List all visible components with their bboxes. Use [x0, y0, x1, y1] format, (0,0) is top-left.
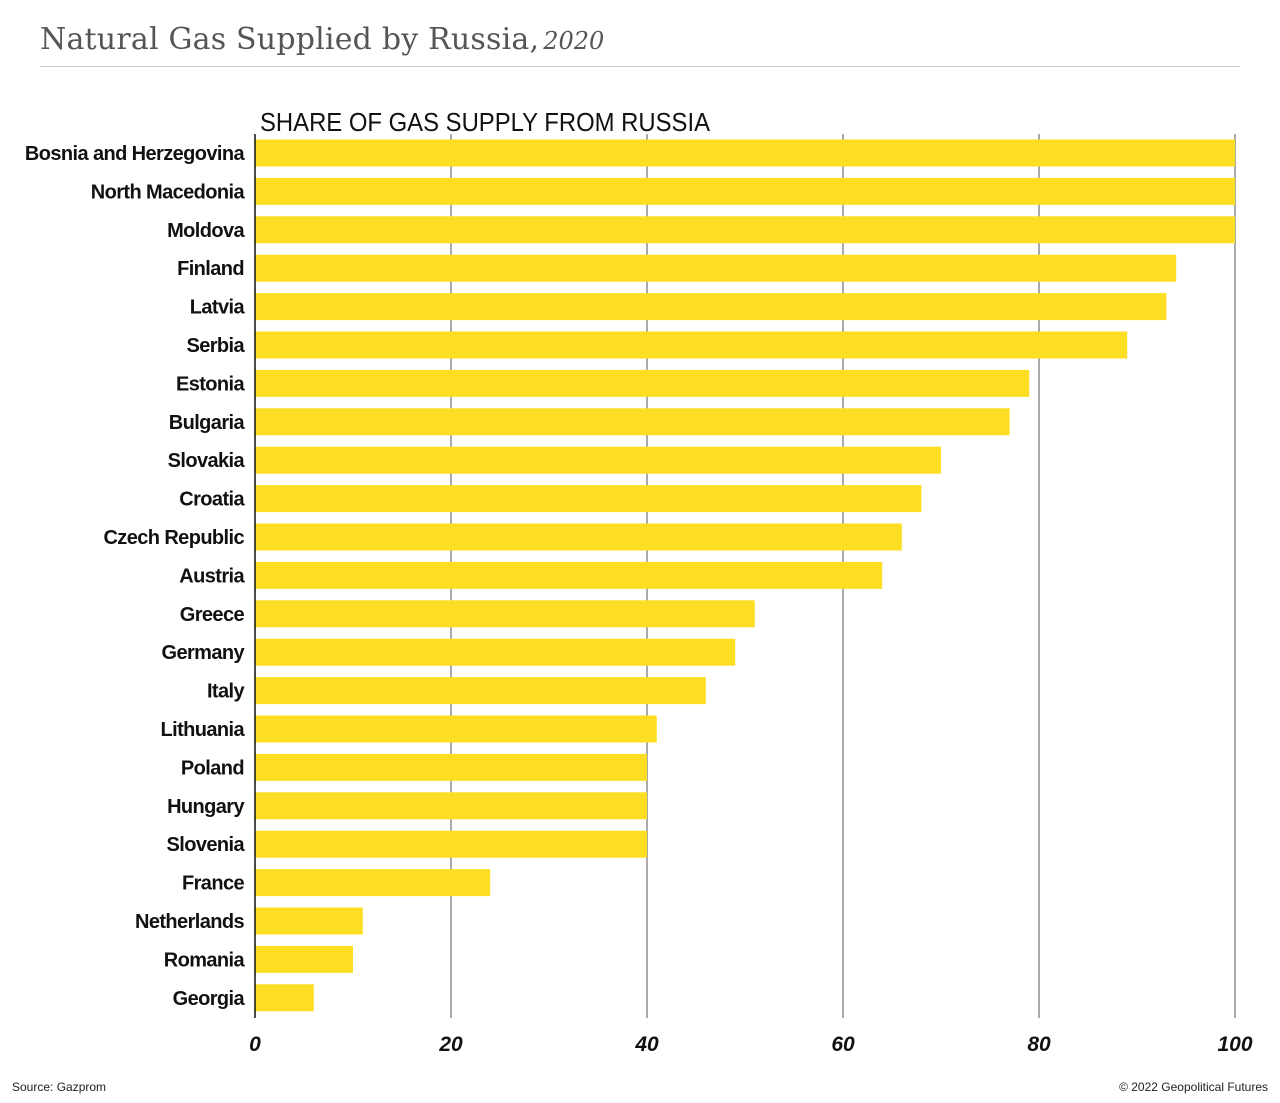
bar	[255, 869, 491, 897]
bar	[255, 907, 363, 935]
bar	[255, 984, 314, 1012]
category-label: Slovakia	[168, 450, 246, 472]
category-label: Bosnia and Herzegovina	[25, 143, 246, 165]
bar	[255, 254, 1177, 282]
title-bar: Natural Gas Supplied by Russia, 2020	[40, 22, 1240, 67]
category-label: Moldova	[167, 220, 245, 242]
category-label: Slovenia	[167, 834, 246, 856]
bar	[255, 638, 736, 666]
category-label: Germany	[161, 642, 245, 664]
x-tick-label: 0	[249, 1033, 261, 1056]
bar	[255, 446, 941, 474]
category-label: Croatia	[179, 489, 245, 511]
bar	[255, 139, 1235, 167]
category-label: Hungary	[167, 796, 245, 818]
category-label: Austria	[179, 565, 245, 587]
bar	[255, 485, 922, 513]
bar	[255, 216, 1235, 244]
category-label: France	[182, 873, 244, 895]
category-label: Bulgaria	[169, 412, 246, 434]
category-label: Georgia	[173, 988, 246, 1010]
category-label: Romania	[164, 949, 246, 971]
bar	[255, 293, 1167, 321]
bar	[255, 177, 1235, 205]
x-tick-label: 20	[438, 1033, 463, 1056]
chart-title: Natural Gas Supplied by Russia,	[40, 22, 540, 57]
category-label: Estonia	[176, 373, 246, 395]
bar	[255, 715, 657, 743]
category-label: North Macedonia	[91, 181, 246, 203]
bar	[255, 561, 883, 589]
category-label: Poland	[181, 757, 244, 779]
category-label: Lithuania	[161, 719, 246, 741]
chart-subtitle: SHARE OF GAS SUPPLY FROM RUSSIA	[260, 107, 711, 137]
category-label: Serbia	[186, 335, 245, 357]
bar	[255, 369, 1030, 397]
source-note: Source: Gazprom	[12, 1080, 107, 1094]
category-label: Czech Republic	[103, 527, 244, 549]
category-label: Finland	[177, 258, 244, 280]
x-tick-label: 100	[1217, 1033, 1252, 1056]
x-tick-label: 60	[831, 1033, 855, 1056]
bar	[255, 677, 706, 705]
category-label: Greece	[180, 604, 245, 626]
chart-title-year: 2020	[543, 27, 605, 55]
bar	[255, 523, 902, 551]
x-tick-label: 80	[1027, 1033, 1051, 1056]
bar	[255, 600, 755, 628]
bar	[255, 753, 647, 781]
category-label: Netherlands	[135, 911, 244, 933]
category-label: Latvia	[190, 297, 246, 319]
category-label: Italy	[207, 681, 245, 703]
x-tick-label: 40	[634, 1033, 659, 1056]
copyright-note: © 2022 Geopolitical Futures	[1119, 1080, 1268, 1094]
bar	[255, 792, 647, 820]
bar	[255, 830, 647, 858]
bar	[255, 331, 1128, 359]
bar	[255, 945, 353, 973]
bar	[255, 408, 1010, 436]
